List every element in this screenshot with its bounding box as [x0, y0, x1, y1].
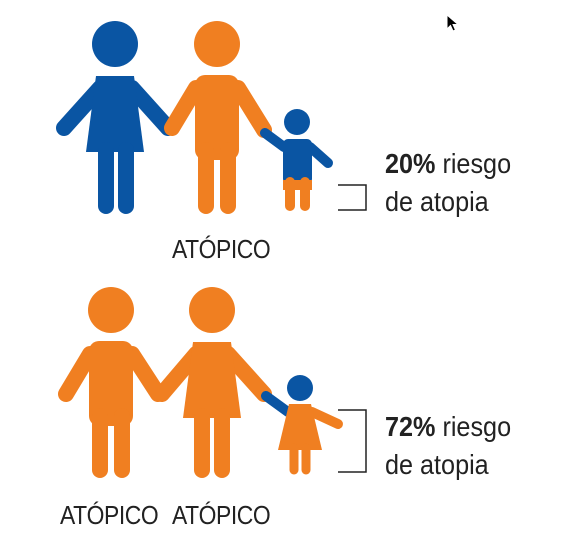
row2-bracket	[338, 409, 367, 473]
row2-risk-line2: de atopia	[385, 449, 489, 480]
row1-risk-value: 20%	[385, 148, 436, 179]
row2-parent-label-1: ATÓPICO	[60, 500, 159, 530]
row1-bracket	[338, 184, 367, 211]
row2-child-figure	[261, 375, 343, 475]
row2-risk-value: 72%	[385, 411, 436, 442]
row1-parent-label: ATÓPICO	[172, 234, 271, 264]
row2-mother-figure	[154, 287, 272, 478]
row2-risk-word: riesgo	[435, 411, 512, 442]
row1-father-figure	[164, 21, 272, 214]
row1-child-figure	[260, 109, 333, 211]
row1-mother-figure	[56, 21, 176, 214]
row1-risk-text: 20% riesgo de atopia	[385, 145, 511, 221]
row2-risk-text: 72% riesgo de atopia	[385, 408, 511, 484]
row2-father-figure	[58, 287, 166, 478]
row1-risk-word: riesgo	[435, 148, 512, 179]
row2-parent-label-2: ATÓPICO	[172, 500, 271, 530]
mouse-cursor-icon	[446, 14, 460, 32]
row1-risk-line2: de atopia	[385, 186, 489, 217]
